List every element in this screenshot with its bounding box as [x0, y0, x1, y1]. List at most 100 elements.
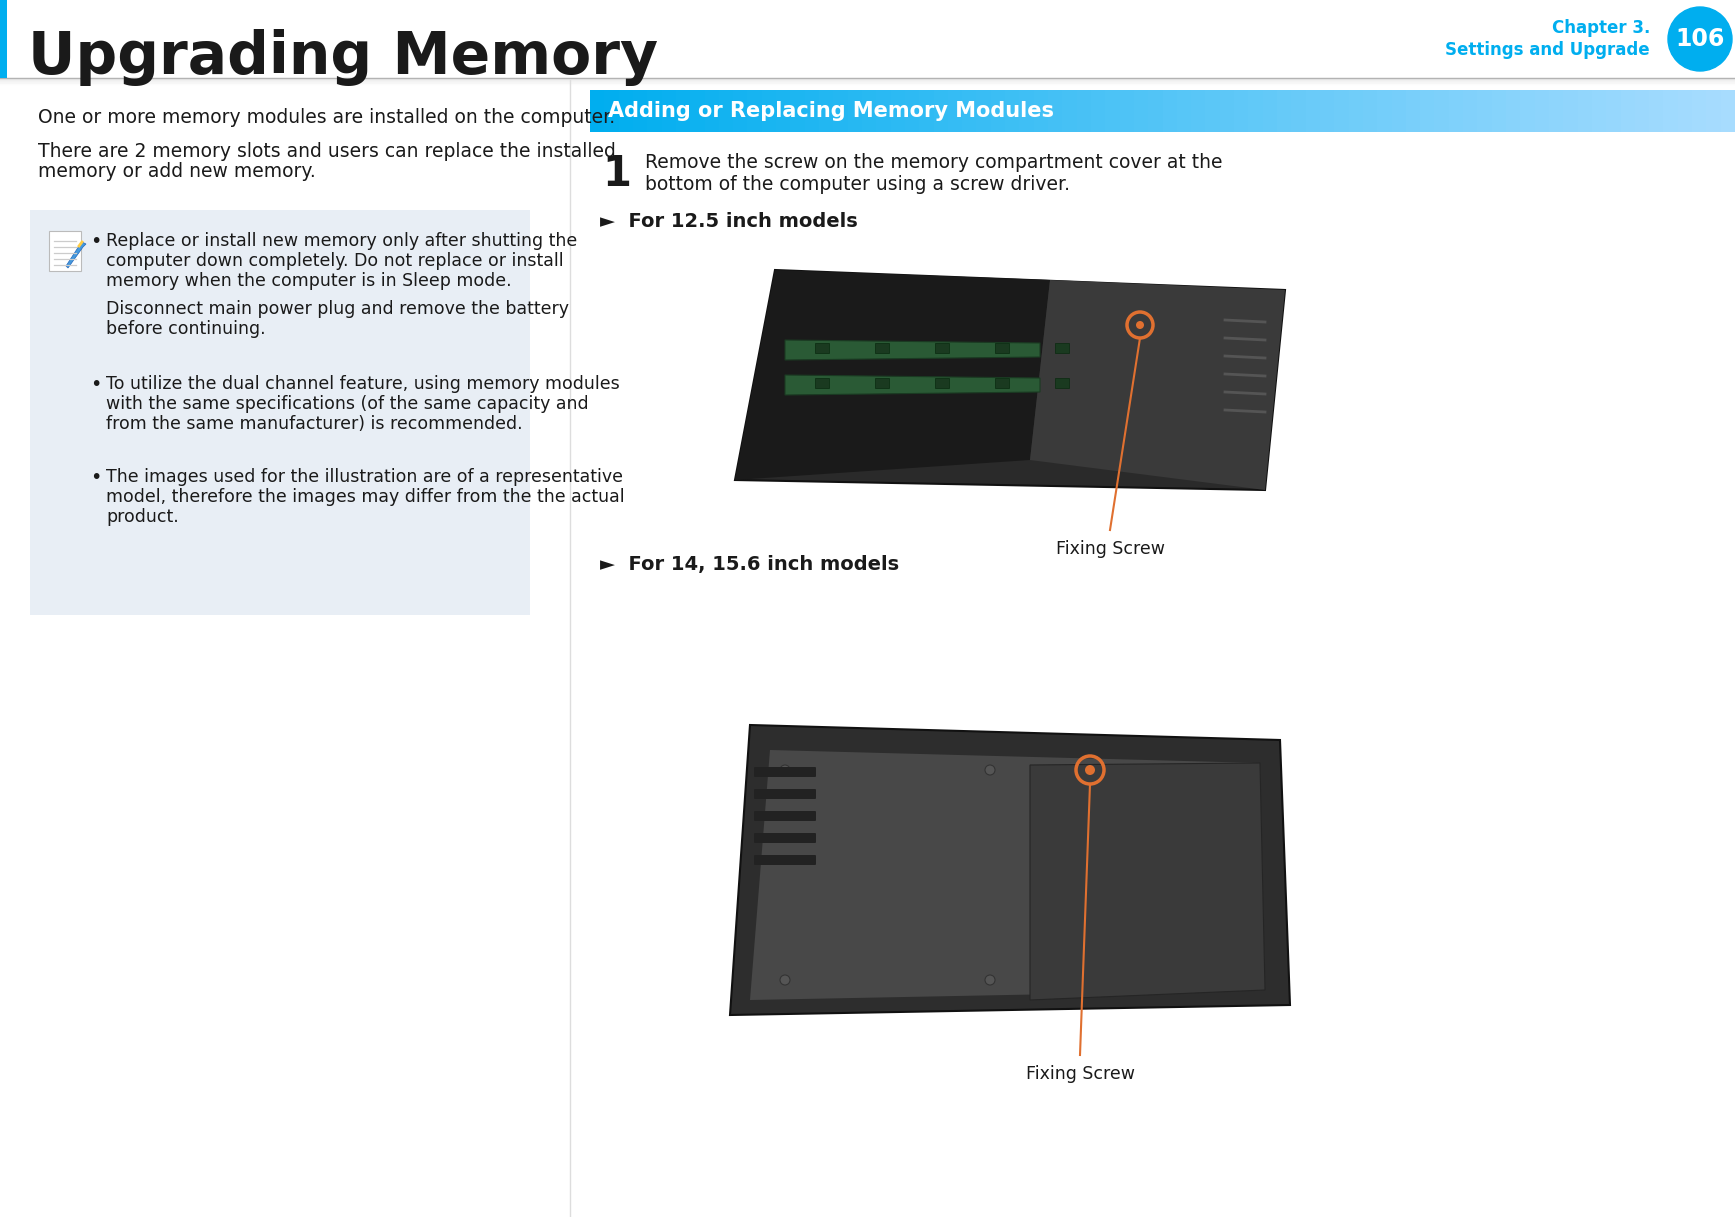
FancyBboxPatch shape [1492, 90, 1508, 131]
Polygon shape [730, 725, 1291, 1015]
FancyBboxPatch shape [1234, 90, 1249, 131]
FancyBboxPatch shape [1506, 90, 1522, 131]
FancyBboxPatch shape [704, 90, 720, 131]
FancyBboxPatch shape [0, 0, 7, 78]
Circle shape [781, 765, 789, 775]
FancyBboxPatch shape [1421, 90, 1435, 131]
FancyBboxPatch shape [1520, 90, 1535, 131]
FancyBboxPatch shape [1593, 90, 1607, 131]
FancyBboxPatch shape [1721, 90, 1735, 131]
FancyBboxPatch shape [1206, 90, 1221, 131]
FancyBboxPatch shape [647, 90, 663, 131]
Polygon shape [750, 750, 1265, 1000]
FancyBboxPatch shape [815, 343, 829, 353]
FancyBboxPatch shape [1135, 90, 1149, 131]
Circle shape [985, 975, 994, 985]
Text: Adding or Replacing Memory Modules: Adding or Replacing Memory Modules [607, 101, 1053, 120]
FancyBboxPatch shape [1391, 90, 1407, 131]
FancyBboxPatch shape [994, 378, 1010, 388]
FancyBboxPatch shape [1364, 90, 1378, 131]
Text: Replace or install new memory only after shutting the: Replace or install new memory only after… [106, 232, 578, 249]
Text: Disconnect main power plug and remove the battery: Disconnect main power plug and remove th… [106, 301, 569, 318]
Circle shape [1136, 321, 1143, 329]
FancyBboxPatch shape [1320, 90, 1336, 131]
FancyBboxPatch shape [805, 90, 821, 131]
FancyBboxPatch shape [1055, 378, 1069, 388]
Text: ►  For 12.5 inch models: ► For 12.5 inch models [600, 212, 857, 231]
FancyBboxPatch shape [691, 90, 706, 131]
Text: bottom of the computer using a screw driver.: bottom of the computer using a screw dri… [645, 175, 1070, 194]
FancyBboxPatch shape [1277, 90, 1293, 131]
FancyBboxPatch shape [791, 90, 805, 131]
FancyBboxPatch shape [1162, 90, 1178, 131]
Circle shape [985, 765, 994, 775]
FancyBboxPatch shape [1707, 90, 1721, 131]
Polygon shape [736, 270, 1286, 490]
Polygon shape [736, 270, 1050, 479]
FancyBboxPatch shape [963, 90, 977, 131]
FancyBboxPatch shape [1435, 90, 1450, 131]
FancyBboxPatch shape [762, 90, 777, 131]
Polygon shape [784, 340, 1039, 360]
FancyBboxPatch shape [994, 343, 1010, 353]
FancyBboxPatch shape [661, 90, 677, 131]
FancyBboxPatch shape [933, 90, 949, 131]
FancyBboxPatch shape [755, 832, 815, 843]
Text: memory when the computer is in Sleep mode.: memory when the computer is in Sleep mod… [106, 273, 512, 290]
FancyBboxPatch shape [1692, 90, 1707, 131]
Text: Upgrading Memory: Upgrading Memory [28, 29, 658, 86]
FancyBboxPatch shape [906, 90, 920, 131]
FancyBboxPatch shape [848, 90, 862, 131]
FancyBboxPatch shape [862, 90, 878, 131]
FancyBboxPatch shape [1119, 90, 1135, 131]
FancyBboxPatch shape [833, 90, 848, 131]
FancyBboxPatch shape [755, 811, 815, 821]
FancyBboxPatch shape [1176, 90, 1192, 131]
Text: computer down completely. Do not replace or install: computer down completely. Do not replace… [106, 252, 564, 270]
FancyBboxPatch shape [991, 90, 1006, 131]
FancyBboxPatch shape [755, 856, 815, 865]
Polygon shape [1031, 280, 1286, 490]
Polygon shape [784, 375, 1039, 396]
Text: •: • [90, 375, 101, 394]
FancyBboxPatch shape [1478, 90, 1492, 131]
FancyBboxPatch shape [819, 90, 835, 131]
Text: There are 2 memory slots and users can replace the installed: There are 2 memory slots and users can r… [38, 142, 616, 161]
FancyBboxPatch shape [977, 90, 992, 131]
FancyBboxPatch shape [935, 343, 949, 353]
FancyBboxPatch shape [1149, 90, 1164, 131]
FancyBboxPatch shape [920, 90, 935, 131]
FancyBboxPatch shape [1650, 90, 1664, 131]
FancyBboxPatch shape [1091, 90, 1107, 131]
FancyBboxPatch shape [1291, 90, 1306, 131]
Text: Fixing Screw: Fixing Screw [1055, 540, 1164, 559]
FancyBboxPatch shape [1034, 90, 1050, 131]
FancyBboxPatch shape [1535, 90, 1549, 131]
Text: 106: 106 [1676, 27, 1725, 51]
FancyBboxPatch shape [1405, 90, 1421, 131]
FancyBboxPatch shape [1055, 343, 1069, 353]
Text: To utilize the dual channel feature, using memory modules: To utilize the dual channel feature, usi… [106, 375, 619, 393]
Text: One or more memory modules are installed on the computer.: One or more memory modules are installed… [38, 108, 616, 127]
FancyBboxPatch shape [1306, 90, 1320, 131]
FancyBboxPatch shape [876, 90, 892, 131]
FancyBboxPatch shape [890, 90, 906, 131]
Text: ►  For 14, 15.6 inch models: ► For 14, 15.6 inch models [600, 555, 899, 574]
FancyBboxPatch shape [619, 90, 633, 131]
Text: product.: product. [106, 507, 179, 526]
Polygon shape [66, 242, 87, 268]
FancyBboxPatch shape [1549, 90, 1565, 131]
FancyBboxPatch shape [776, 90, 791, 131]
Text: Remove the screw on the memory compartment cover at the: Remove the screw on the memory compartme… [645, 153, 1223, 172]
Circle shape [1084, 765, 1095, 775]
FancyBboxPatch shape [1249, 90, 1263, 131]
Circle shape [781, 975, 789, 985]
Text: 1: 1 [602, 153, 632, 195]
FancyBboxPatch shape [677, 90, 691, 131]
FancyBboxPatch shape [755, 767, 815, 776]
FancyBboxPatch shape [748, 90, 763, 131]
Text: Settings and Upgrade: Settings and Upgrade [1445, 41, 1650, 58]
FancyBboxPatch shape [1062, 90, 1077, 131]
Polygon shape [1031, 763, 1265, 1000]
Text: with the same specifications (of the same capacity and: with the same specifications (of the sam… [106, 396, 588, 413]
